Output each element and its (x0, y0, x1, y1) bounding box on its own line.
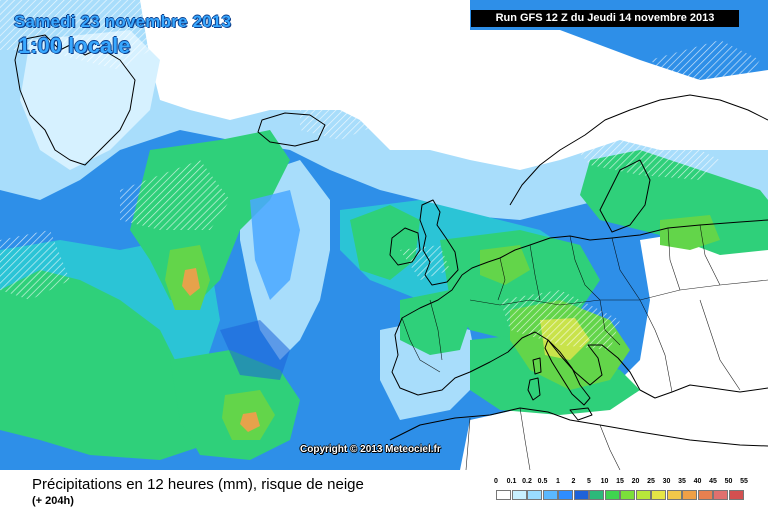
heavy-precip-west-corner (0, 270, 220, 460)
legend-color-swatch (713, 490, 728, 500)
precipitation-legend: 0 0.1 0.2 0.5 1 2 5 10 15 20 25 30 35 40 45 50 55 (494, 470, 754, 512)
precipitation-map: Samedi 23 novembre 2013 1:00 locale Run … (0, 0, 768, 470)
very-heavy-precip-east (660, 215, 720, 250)
deep-precip-band-1 (250, 190, 300, 300)
legend-color-swatch (558, 490, 573, 500)
map-title: Précipitations en 12 heures (mm), risque… (32, 476, 364, 493)
legend-tick-label: 0.5 (537, 478, 548, 485)
legend-color-swatch (651, 490, 666, 500)
map-footer: Précipitations en 12 heures (mm), risque… (0, 470, 768, 512)
legend-color-swatch (728, 490, 744, 500)
forecast-offset: (+ 204h) (32, 495, 74, 507)
legend-color-swatch (620, 490, 635, 500)
legend-tick-label: 1 (556, 478, 560, 485)
coast-iceland (257, 112, 326, 147)
coast-italy (544, 339, 591, 406)
deep-precip-band-2 (220, 320, 290, 380)
snow-risk-hatching (0, 0, 760, 350)
heavy-precip-uk (350, 205, 420, 280)
heavy-precip-scandinavia (580, 150, 768, 255)
very-heavy-precip-germany (480, 245, 530, 285)
coast-north-africa (389, 407, 768, 447)
coast-ireland (389, 227, 421, 266)
legend-color-swatch (527, 490, 542, 500)
legend-color-swatch (635, 490, 651, 500)
legend-tick-label: 5 (587, 478, 591, 485)
legend-color-swatch (573, 490, 589, 500)
legend-color-swatch (542, 490, 558, 500)
legend-tick-label: 35 (678, 478, 686, 485)
model-run-label: Run GFS 12 Z du Jeudi 14 novembre 2013 (471, 10, 739, 27)
legend-color-swatch (682, 490, 697, 500)
legend-tick-label: 15 (616, 478, 624, 485)
coast-greenland (14, 34, 136, 166)
forecast-local-time: 1:00 locale (18, 33, 131, 58)
legend-tick-label: 40 (693, 478, 702, 485)
legend-tick-label: 2 (571, 478, 576, 485)
legend-tick-label: 10 (600, 478, 609, 485)
coast-scandinavia (509, 94, 768, 233)
legend-tick-label: 0 (494, 478, 498, 485)
legend-tick-label: 45 (709, 478, 717, 485)
legend-color-swatch (589, 490, 604, 500)
legend-tick-label: 0.2 (522, 478, 532, 485)
legend-tick-label: 25 (647, 478, 655, 485)
extreme-precip-core-orange-sw (240, 412, 260, 432)
legend-color-swatch (666, 490, 682, 500)
coast-sardinia (527, 377, 541, 401)
map-canvas (0, 0, 768, 470)
legend-color-swatch (511, 490, 527, 500)
legend-tick-label: 20 (631, 478, 640, 485)
coast-corsica (532, 357, 542, 375)
coast-sicily (569, 407, 593, 421)
legend-tick-label: 30 (662, 478, 671, 485)
legend-color-swatch (496, 490, 511, 500)
extreme-precip-core-orange (182, 268, 200, 296)
dry-area-north-africa (460, 395, 768, 470)
country-borders (401, 224, 768, 470)
heavy-precip-iberia-med (400, 290, 470, 355)
forecast-date: Samedi 23 novembre 2013 (14, 12, 232, 31)
coast-great-britain (419, 199, 459, 286)
legend-tick-label: 55 (740, 478, 748, 485)
copyright-notice: Copyright © 2013 Meteociel.fr (300, 444, 441, 455)
legend-tick-label: 50 (724, 478, 733, 485)
legend-tick-label: 0.1 (506, 478, 517, 485)
legend-color-swatch (697, 490, 713, 500)
legend-color-swatch (604, 490, 620, 500)
